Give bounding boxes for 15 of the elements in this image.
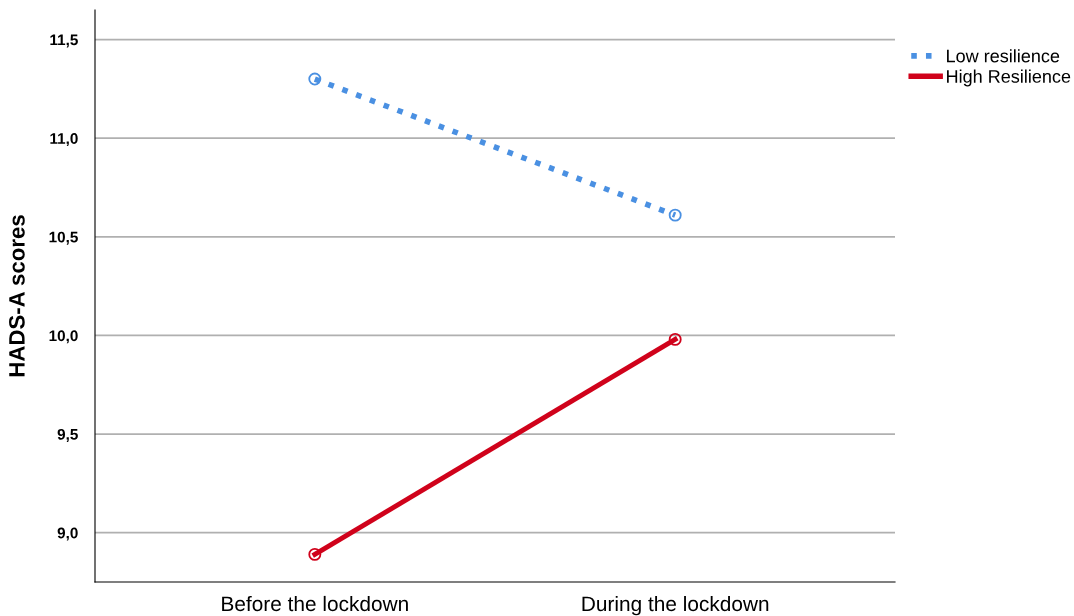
y-tick-label: 10,0 xyxy=(49,330,78,344)
point xyxy=(308,547,322,561)
y-axis-title: HADS-A scores xyxy=(9,215,25,377)
y-tick-label: 9,5 xyxy=(57,428,78,442)
y-tick-label: 11,5 xyxy=(50,34,78,48)
point xyxy=(308,72,322,86)
x-tick-label: During the lockdown xyxy=(582,595,769,616)
y-tick-label: 9,0 xyxy=(57,527,78,541)
legend-label: Low resilience xyxy=(947,49,1060,63)
y-tick-label: 10,5 xyxy=(49,231,78,245)
legend-label: High Resilience xyxy=(947,69,1071,87)
y-tick-label: 11,0 xyxy=(50,133,78,147)
x-tick-label: Before the lockdown xyxy=(222,595,408,612)
point xyxy=(668,332,682,346)
point xyxy=(668,208,682,222)
